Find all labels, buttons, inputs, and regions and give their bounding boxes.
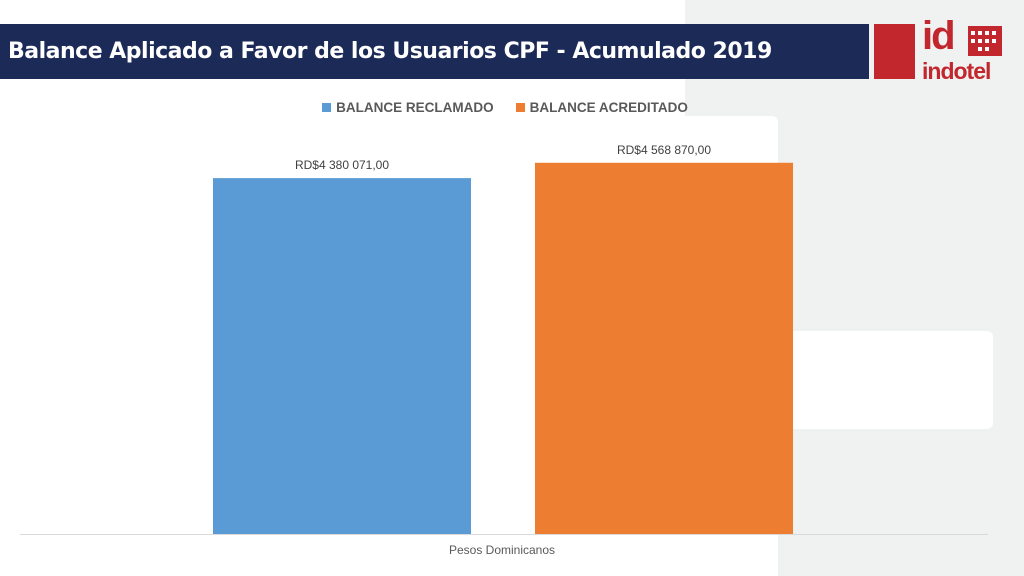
legend-item-acreditado: BALANCE ACREDITADO: [515, 100, 688, 115]
logo-grid-icon: [968, 26, 1002, 56]
indotel-logo: id indotel: [920, 14, 1004, 84]
legend-swatch-acreditado: [515, 103, 525, 112]
page-title: Balance Aplicado a Favor de los Usuarios…: [8, 39, 772, 64]
legend-item-reclamado: BALANCE RECLAMADO: [322, 100, 494, 115]
legend-label-reclamado: BALANCE RECLAMADO: [336, 100, 494, 115]
legend-label-acreditado: BALANCE ACREDITADO: [529, 100, 688, 115]
data-label-acreditado: RD$4 568 870,00: [617, 143, 711, 157]
bar-acreditado: [535, 162, 793, 535]
logo-red-block: [874, 24, 915, 79]
chart-legend: BALANCE RECLAMADO BALANCE ACREDITADO: [0, 100, 1010, 115]
legend-swatch-reclamado: [322, 103, 332, 112]
logo-brand-text: indotel: [922, 58, 991, 84]
bar-reclamado: [213, 178, 471, 534]
x-category-label: Pesos Dominicanos: [449, 543, 555, 557]
title-bar: Balance Aplicado a Favor de los Usuarios…: [0, 24, 869, 79]
data-label-reclamado: RD$4 380 071,00: [295, 158, 389, 172]
side-card: [778, 331, 993, 429]
logo-id-text: id: [922, 14, 956, 58]
